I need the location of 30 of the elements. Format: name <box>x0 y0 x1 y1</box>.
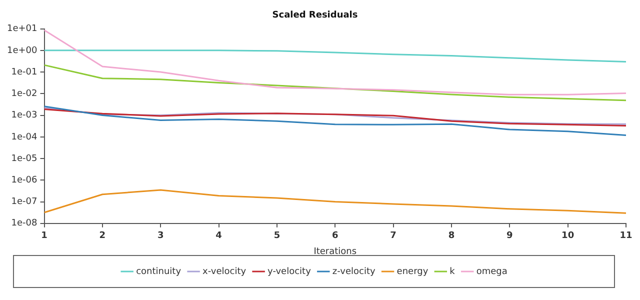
y-tick-label: 1e-04 <box>11 132 38 142</box>
x-tick-label: 6 <box>332 231 338 242</box>
x-tick-label: 5 <box>274 231 280 242</box>
chart-title: Scaled Residuals <box>272 10 358 21</box>
legend-label: y-velocity <box>268 266 312 277</box>
y-tick-label: 1e+01 <box>6 24 38 34</box>
x-tick-label: 2 <box>99 231 106 242</box>
x-tick-label: 10 <box>562 231 574 242</box>
y-tick-label: 1e-08 <box>11 218 38 229</box>
legend-label: continuity <box>136 266 182 277</box>
y-tick-label: 1e-05 <box>11 154 38 164</box>
y-tick-label: 1e-01 <box>11 67 38 78</box>
y-tick-label: 1e+00 <box>6 46 38 56</box>
x-tick-label: 11 <box>620 231 632 242</box>
x-tick-label: 9 <box>506 231 513 242</box>
x-tick-label: 3 <box>157 231 164 242</box>
legend-label: z-velocity <box>332 266 376 277</box>
y-tick-label: 1e-03 <box>11 110 38 121</box>
x-tick-label: 1 <box>41 231 48 242</box>
y-tick-label: 1e-06 <box>11 176 38 186</box>
legend-label: k <box>450 266 456 277</box>
legend-label: omega <box>476 266 508 277</box>
x-tick-label: 4 <box>216 231 222 242</box>
x-tick-label: 8 <box>448 231 455 242</box>
y-tick-label: 1e-07 <box>11 197 38 208</box>
x-tick-label: 7 <box>390 231 396 242</box>
legend-label: x-velocity <box>202 266 247 277</box>
legend-label: energy <box>396 266 429 277</box>
y-tick-label: 1e-02 <box>11 89 38 100</box>
x-axis-title: Iterations <box>314 246 357 257</box>
